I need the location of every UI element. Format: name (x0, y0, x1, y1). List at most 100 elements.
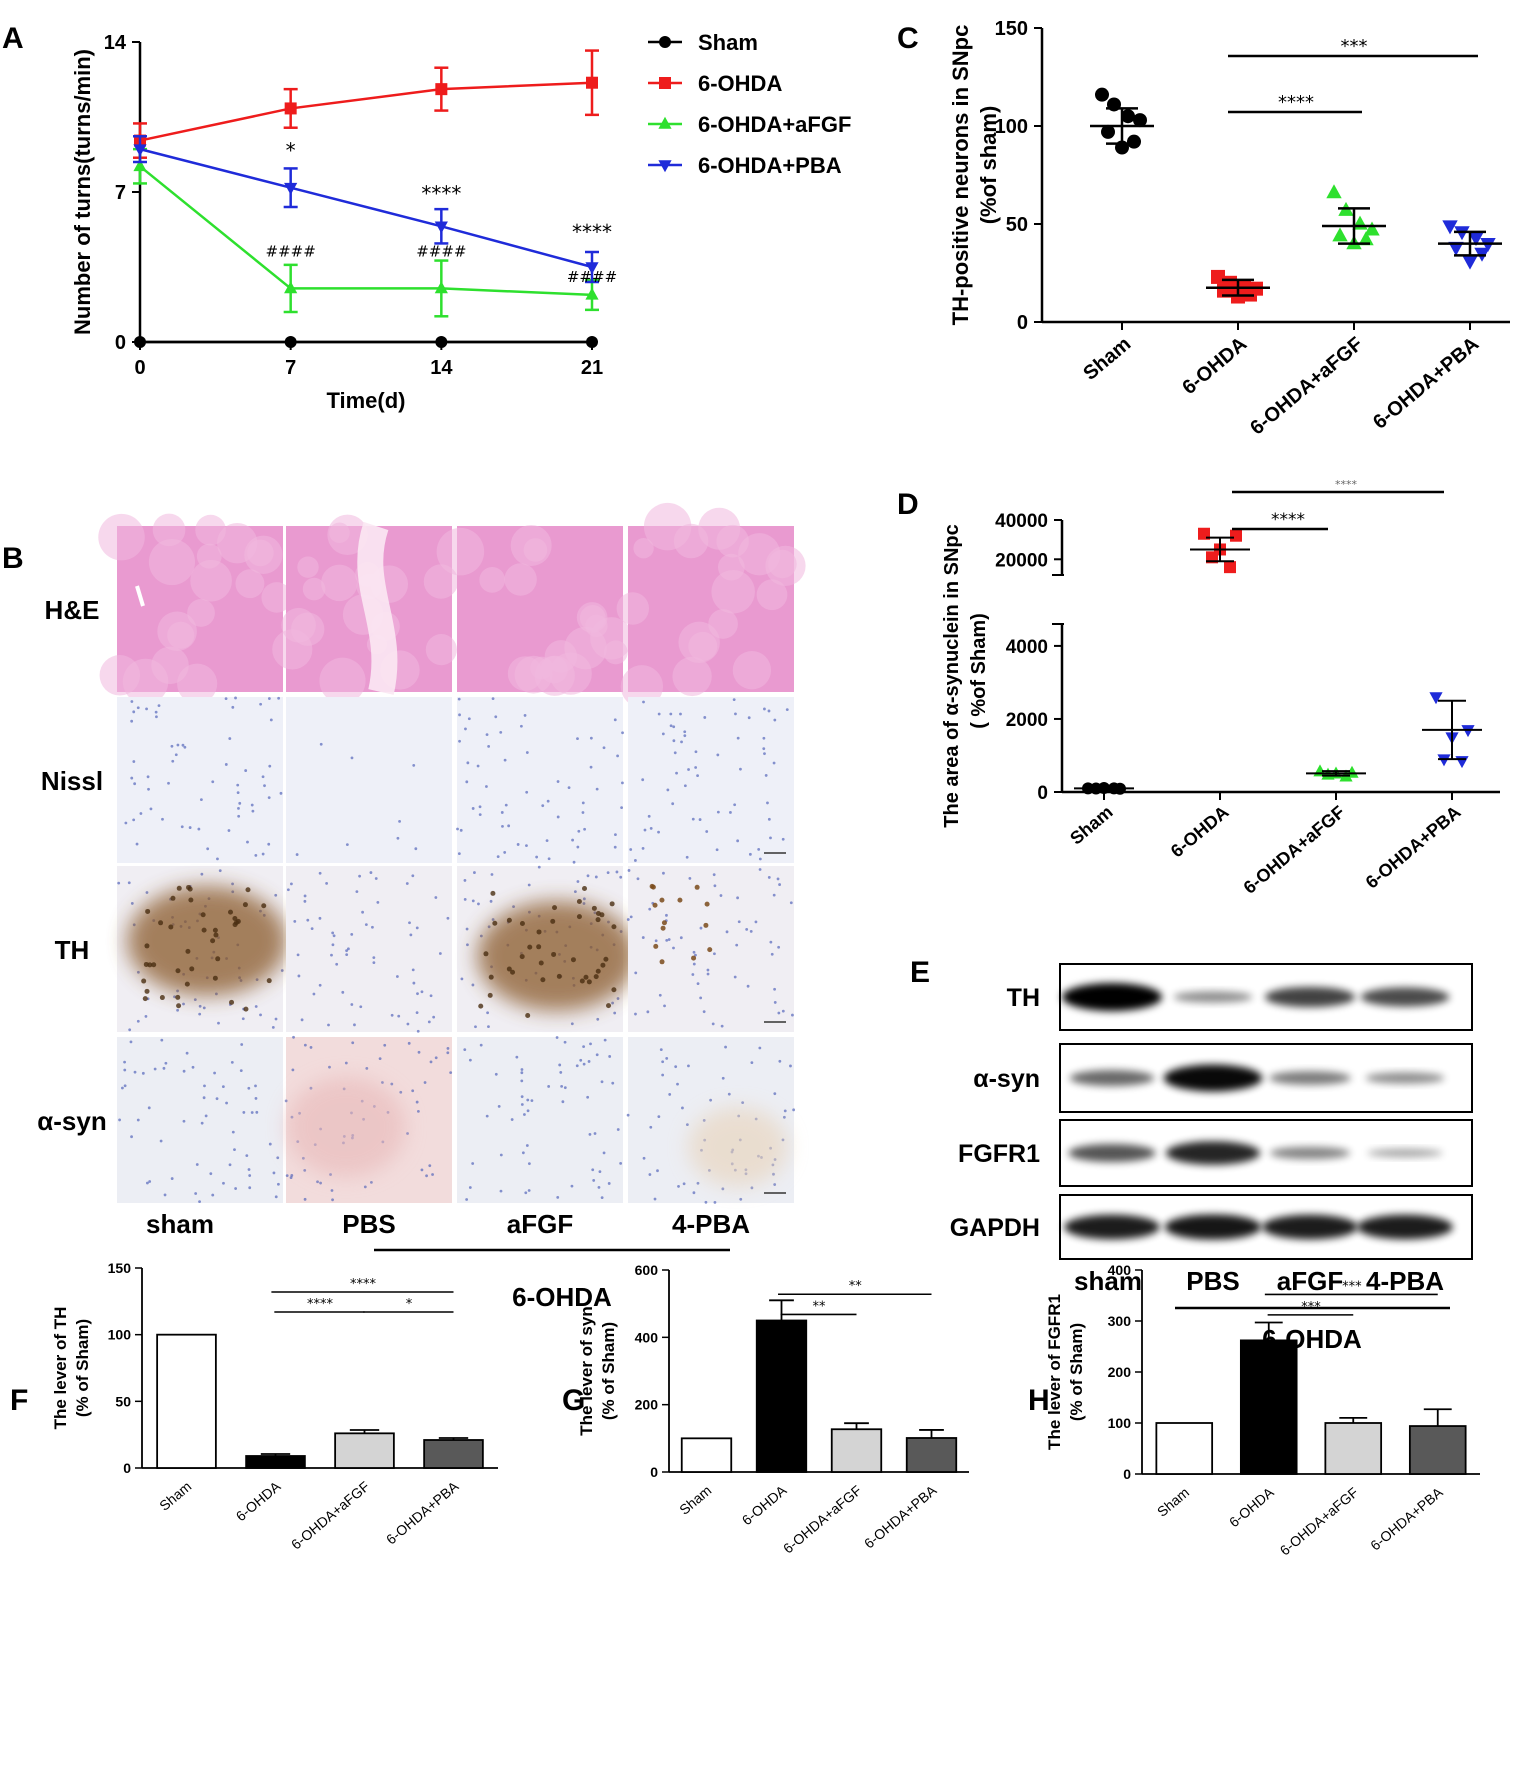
bar-3 (905, 1437, 958, 1473)
syn-staining (286, 1077, 406, 1177)
nuclei (603, 1038, 607, 1042)
nuclei (681, 1106, 684, 1110)
nuclei (128, 1028, 132, 1032)
tissue-texture (148, 538, 196, 586)
nuclei (547, 857, 551, 861)
nuclei (616, 1128, 620, 1131)
nuclei (268, 764, 272, 768)
nuclei (446, 1047, 450, 1050)
nuclei (783, 1109, 787, 1113)
panel-label-a: A (2, 22, 24, 55)
nuclei (520, 1103, 524, 1106)
nuclei (240, 1043, 244, 1046)
nuclei (672, 946, 675, 950)
scatter-point (1462, 255, 1478, 270)
nuclei (586, 1095, 590, 1099)
nuclei (595, 787, 599, 791)
nuclei (487, 744, 491, 748)
nuclei (279, 791, 283, 795)
nuclei (671, 802, 675, 806)
nuclei (248, 1174, 252, 1177)
nuclei (598, 1170, 602, 1174)
nuclei (303, 1197, 307, 1201)
nuclei (694, 766, 698, 769)
tissue-texture (329, 522, 350, 544)
nuclei (692, 1191, 696, 1195)
nuclei (206, 847, 210, 851)
nuclei (331, 1198, 334, 1202)
nuclei (185, 1051, 189, 1055)
nuclei (526, 1098, 530, 1102)
th-neuron (266, 978, 272, 984)
th-neuron (576, 899, 582, 905)
nuclei (318, 916, 322, 920)
nuclei (669, 712, 673, 716)
nuclei (198, 1004, 202, 1008)
data-point (585, 287, 599, 300)
nuclei (182, 1002, 185, 1006)
nuclei (425, 1174, 428, 1178)
tissue-texture (195, 514, 226, 546)
series-line-1 (139, 81, 593, 142)
nuclei (750, 1061, 754, 1065)
tissue-texture (732, 651, 772, 690)
th-neuron (551, 951, 557, 957)
nuclei (267, 796, 271, 800)
tissue-texture (177, 663, 218, 704)
nuclei (132, 710, 136, 714)
nuclei (204, 1114, 208, 1118)
nuclei (408, 921, 411, 925)
th-neuron (586, 979, 592, 985)
nuclei (133, 1070, 137, 1074)
nuclei (133, 782, 137, 786)
nuclei (330, 953, 333, 957)
histology-tile (628, 697, 794, 863)
y-axis-title-2: (% of Sham) (73, 1319, 92, 1417)
nuclei (468, 1058, 472, 1062)
nuclei (456, 827, 459, 831)
nuclei (649, 1125, 653, 1129)
tissue-texture (540, 655, 568, 684)
data-point (133, 144, 147, 157)
scatter-point (1364, 221, 1380, 236)
nuclei (478, 805, 482, 809)
histology-tile (286, 866, 452, 1032)
nuclei (353, 1023, 356, 1027)
tissue-texture (235, 569, 265, 599)
nuclei (525, 1144, 529, 1147)
nuclei (335, 962, 339, 966)
nuclei (530, 1099, 534, 1103)
th-neuron (649, 883, 655, 889)
th-neuron (611, 924, 617, 930)
th-neuron (595, 968, 601, 974)
nuclei (679, 712, 682, 716)
nuclei (741, 1101, 745, 1105)
histology-tile (117, 1037, 283, 1203)
nuclei (463, 879, 467, 882)
data-point (284, 281, 298, 294)
nuclei (589, 1042, 592, 1046)
legend-marker (659, 36, 671, 48)
nuclei (123, 1060, 126, 1064)
nuclei (735, 943, 739, 947)
scatter-point (1230, 529, 1242, 542)
nuclei (667, 938, 671, 941)
nuclei (767, 709, 771, 713)
nuclei (303, 894, 307, 898)
blot-band (1163, 1064, 1263, 1092)
nuclei (776, 877, 780, 881)
th-neuron (570, 957, 576, 963)
nuclei (332, 934, 336, 938)
y-tick-label: 50 (1006, 214, 1028, 236)
nuclei (487, 1025, 490, 1029)
tissue-texture (321, 564, 358, 602)
nuclei (407, 1041, 411, 1045)
nuclei (582, 897, 586, 901)
nuclei (766, 801, 769, 805)
nuclei (468, 1186, 472, 1189)
nuclei (412, 764, 416, 767)
data-point (586, 76, 598, 89)
significance-mark: **** (1335, 478, 1358, 491)
nuclei (416, 992, 419, 996)
